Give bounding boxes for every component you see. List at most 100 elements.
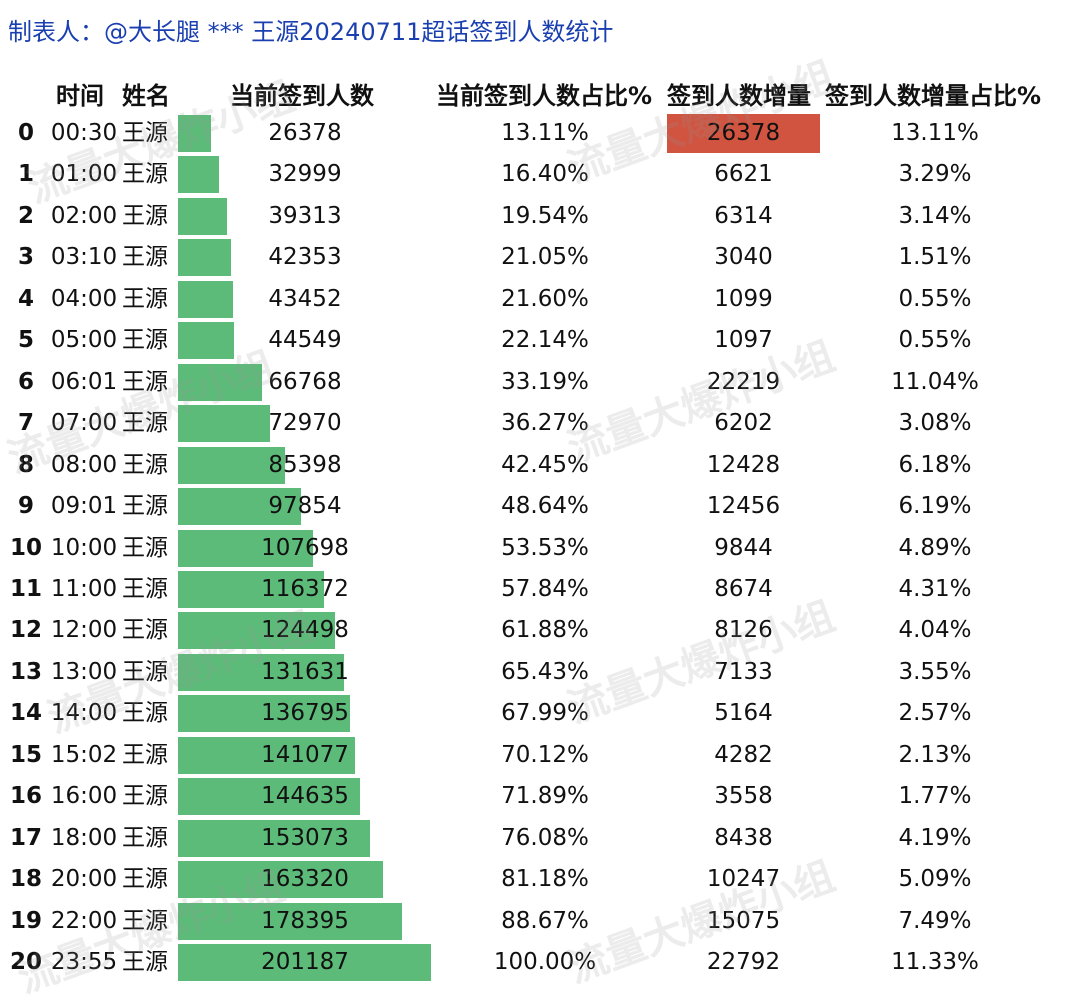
count-cell: 178395: [261, 907, 349, 934]
time-cell: 10:00: [50, 534, 118, 561]
count-cell: 124498: [261, 617, 349, 644]
count-cell: 144635: [261, 783, 349, 810]
name-cell: 王源: [122, 700, 168, 727]
name-cell: 王源: [122, 327, 168, 354]
increment-pct-cell: 6.18%: [898, 451, 972, 478]
time-cell: 06:01: [50, 368, 118, 395]
time-cell: 23:55: [50, 949, 118, 975]
time-cell: 20:00: [50, 866, 118, 893]
time-cell: 15:02: [50, 741, 118, 768]
increment-cell: 8674: [714, 575, 773, 602]
count-bar: [178, 488, 302, 526]
name-cell: 王源: [122, 161, 168, 188]
count-bar: [178, 280, 233, 318]
name-cell: 王源: [122, 285, 168, 312]
count-cell: 201187: [261, 949, 349, 975]
count-bar: [178, 819, 371, 857]
pct-cell: 57.84%: [501, 575, 589, 602]
increment-pct-cell: 3.29%: [898, 161, 972, 188]
row-index: 7: [17, 410, 34, 437]
time-cell: 14:00: [50, 700, 118, 727]
count-cell: 141077: [261, 741, 349, 768]
name-cell: 王源: [122, 824, 168, 851]
count-cell: 85398: [268, 451, 342, 478]
increment-pct-cell: 0.55%: [898, 285, 972, 312]
table-row: 10 10:00 王源 107698 53.53% 9844 4.89%: [0, 528, 1080, 569]
pct-cell: 70.12%: [501, 741, 589, 768]
row-index: 12: [9, 617, 42, 644]
header-incpct: 签到人数增量占比%: [825, 82, 1042, 110]
increment-cell: 22219: [706, 368, 781, 395]
increment-pct-cell: 1.77%: [898, 783, 972, 810]
increment-cell: 6202: [714, 410, 773, 437]
name-cell: 王源: [122, 783, 168, 810]
table-row: 18 20:00 王源 163320 81.18% 10247 5.09%: [0, 859, 1080, 900]
row-index: 0: [17, 120, 34, 146]
increment-cell: 12428: [706, 451, 781, 478]
pct-cell: 67.99%: [501, 700, 589, 727]
pct-cell: 36.27%: [501, 410, 589, 437]
time-cell: 02:00: [50, 202, 118, 229]
pct-cell: 53.53%: [501, 534, 589, 561]
count-cell: 116372: [261, 575, 349, 602]
header-inc: 签到人数增量: [667, 82, 811, 110]
increment-pct-cell: 4.31%: [898, 575, 972, 602]
count-cell: 39313: [268, 202, 342, 229]
name-cell: 王源: [122, 493, 168, 520]
count-bar: [178, 529, 314, 567]
increment-pct-cell: 11.33%: [891, 949, 979, 975]
table-row: 7 07:00 王源 72970 36.27% 6202 3.08%: [0, 403, 1080, 444]
table-row: 9 09:01 王源 97854 48.64% 12456 6.19%: [0, 486, 1080, 527]
count-cell: 136795: [261, 700, 349, 727]
table-row: 13 13:00 王源 131631 65.43% 7133 3.55%: [0, 652, 1080, 693]
table-row: 8 08:00 王源 85398 42.45% 12428 6.18%: [0, 445, 1080, 486]
table-row: 6 06:01 王源 66768 33.19% 22219 11.04%: [0, 362, 1080, 403]
count-bar: [178, 197, 228, 235]
time-cell: 22:00: [50, 907, 118, 934]
count-bar: [178, 446, 286, 484]
table-row: 11 11:00 王源 116372 57.84% 8674 4.31%: [0, 569, 1080, 610]
table-row: 4 04:00 王源 43452 21.60% 1099 0.55%: [0, 279, 1080, 320]
count-bar: [178, 239, 232, 277]
count-bar: [178, 612, 335, 650]
increment-pct-cell: 0.55%: [898, 327, 972, 354]
increment-cell: 10247: [706, 866, 781, 893]
increment-cell: 3040: [714, 244, 773, 271]
name-cell: 王源: [122, 575, 168, 602]
increment-cell: 6621: [714, 161, 773, 188]
increment-cell: 26378: [667, 114, 820, 153]
count-cell: 131631: [261, 658, 349, 685]
time-cell: 04:00: [50, 285, 118, 312]
count-bar: [178, 363, 262, 401]
count-bar: [178, 115, 212, 152]
increment-cell: 15075: [706, 907, 781, 934]
row-index: 14: [9, 700, 42, 727]
name-cell: 王源: [122, 202, 168, 229]
row-index: 1: [17, 161, 34, 188]
count-bar: [178, 405, 270, 443]
pct-cell: 19.54%: [501, 202, 589, 229]
row-index: 16: [9, 783, 42, 810]
row-index: 18: [9, 866, 42, 893]
count-cell: 107698: [261, 534, 349, 561]
row-index: 9: [17, 493, 34, 520]
count-cell: 163320: [261, 866, 349, 893]
pct-cell: 100.00%: [493, 949, 597, 975]
table-row: 20 23:55 王源 201187 100.00% 22792 11.33%: [0, 942, 1080, 983]
time-cell: 12:00: [50, 617, 118, 644]
time-cell: 13:00: [50, 658, 118, 685]
time-cell: 05:00: [50, 327, 118, 354]
increment-cell: 1099: [714, 285, 773, 312]
pct-cell: 76.08%: [501, 824, 589, 851]
time-cell: 09:01: [50, 493, 118, 520]
row-index: 19: [9, 907, 42, 934]
chart-title: 制表人：@大长腿 *** 王源20240711超话签到人数统计: [8, 18, 614, 46]
time-cell: 11:00: [50, 575, 118, 602]
name-cell: 王源: [122, 244, 168, 271]
table-row: 16 16:00 王源 144635 71.89% 3558 1.77%: [0, 776, 1080, 817]
name-cell: 王源: [122, 120, 168, 146]
count-bar: [178, 653, 344, 691]
increment-cell: 5164: [714, 700, 773, 727]
name-cell: 王源: [122, 617, 168, 644]
count-cell: 26378: [268, 120, 342, 146]
